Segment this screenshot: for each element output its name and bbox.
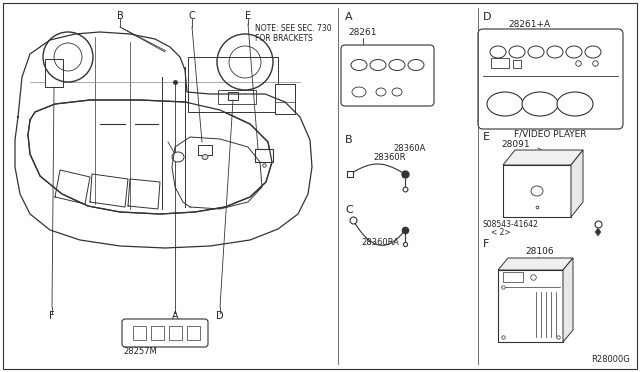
Ellipse shape — [392, 88, 402, 96]
Bar — [228, 92, 238, 100]
Text: A: A — [345, 12, 353, 22]
Ellipse shape — [522, 92, 558, 116]
Ellipse shape — [490, 46, 506, 58]
Bar — [198, 145, 212, 155]
Ellipse shape — [585, 46, 601, 58]
Text: 28360RA: 28360RA — [361, 237, 399, 247]
Ellipse shape — [487, 92, 523, 116]
FancyBboxPatch shape — [478, 29, 623, 129]
Text: R28000G: R28000G — [591, 356, 630, 365]
Text: 28257M: 28257M — [123, 346, 157, 356]
Bar — [218, 90, 256, 104]
Text: F: F — [483, 239, 490, 249]
Text: NOTE: SEE SEC. 730
FOR BRACKETS: NOTE: SEE SEC. 730 FOR BRACKETS — [255, 24, 332, 44]
FancyBboxPatch shape — [341, 45, 434, 106]
Text: E: E — [245, 11, 251, 21]
Text: S08543-41642: S08543-41642 — [483, 219, 539, 228]
Bar — [275, 84, 295, 114]
Polygon shape — [28, 100, 272, 214]
Text: 28106: 28106 — [525, 247, 554, 257]
FancyBboxPatch shape — [122, 319, 208, 347]
Ellipse shape — [202, 154, 208, 160]
Ellipse shape — [370, 60, 386, 71]
Bar — [151, 326, 164, 340]
Text: A: A — [172, 311, 179, 321]
Bar — [503, 165, 571, 217]
Text: 28091: 28091 — [501, 140, 530, 148]
Text: B: B — [345, 135, 353, 145]
Text: 28360R: 28360R — [373, 153, 406, 161]
Bar — [169, 326, 182, 340]
Polygon shape — [503, 150, 583, 165]
Ellipse shape — [509, 46, 525, 58]
Ellipse shape — [376, 88, 386, 96]
Text: < 2>: < 2> — [491, 228, 511, 237]
Text: F: F — [49, 311, 55, 321]
Bar — [45, 59, 63, 87]
Ellipse shape — [351, 60, 367, 71]
Ellipse shape — [531, 186, 543, 196]
Text: C: C — [189, 11, 195, 21]
Text: 28261: 28261 — [349, 28, 377, 36]
Text: C: C — [345, 205, 353, 215]
Ellipse shape — [389, 60, 405, 71]
Bar — [513, 60, 521, 68]
Bar — [498, 270, 563, 342]
Ellipse shape — [566, 46, 582, 58]
Text: E: E — [483, 132, 490, 142]
Ellipse shape — [352, 87, 366, 97]
Ellipse shape — [547, 46, 563, 58]
Text: B: B — [116, 11, 124, 21]
Bar — [133, 326, 146, 340]
Text: D: D — [483, 12, 492, 22]
Bar — [255, 149, 273, 162]
Polygon shape — [563, 258, 573, 342]
Ellipse shape — [528, 46, 544, 58]
Text: 28261+A: 28261+A — [508, 19, 550, 29]
Polygon shape — [571, 150, 583, 217]
Ellipse shape — [557, 92, 593, 116]
Polygon shape — [595, 228, 601, 236]
Text: D: D — [216, 311, 224, 321]
Bar — [503, 272, 523, 282]
Ellipse shape — [408, 60, 424, 71]
Ellipse shape — [172, 152, 184, 162]
Polygon shape — [498, 258, 573, 270]
Text: F/VIDEO PLAYER: F/VIDEO PLAYER — [514, 129, 586, 138]
Bar — [188, 57, 278, 112]
Text: 28360A: 28360A — [393, 144, 426, 153]
Bar — [491, 58, 509, 68]
Bar — [187, 326, 200, 340]
